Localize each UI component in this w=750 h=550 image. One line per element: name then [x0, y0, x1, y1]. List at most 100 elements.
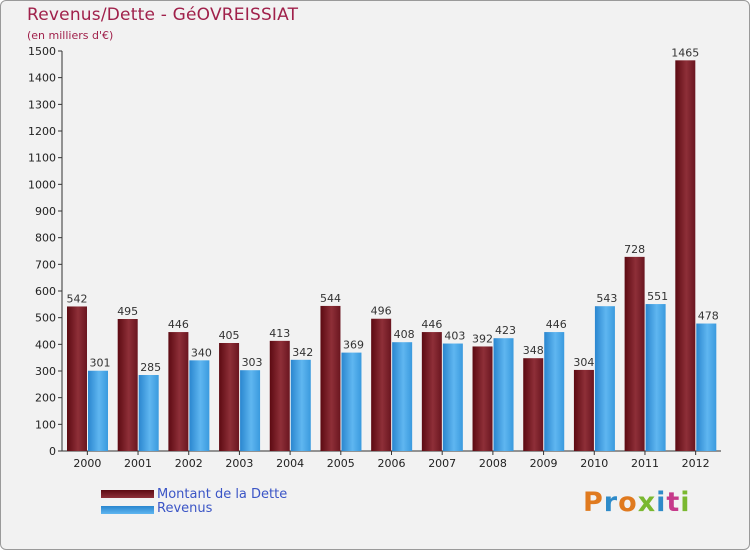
x-tick-label-2003: 2003 — [225, 457, 253, 470]
data-label-revenue-2009: 446 — [546, 318, 567, 331]
legend-swatch-revenue — [101, 506, 154, 514]
x-tick-label-2000: 2000 — [73, 457, 101, 470]
bar-debt-2008 — [472, 346, 493, 451]
bar-debt-2006 — [371, 318, 392, 451]
y-tick-label: 1100 — [28, 152, 56, 165]
bar-debt-2011 — [624, 256, 645, 451]
bars-group — [67, 60, 717, 451]
bar-revenue-2007 — [442, 343, 463, 451]
data-label-revenue-2007: 403 — [444, 330, 465, 343]
data-label-debt-2006: 496 — [371, 305, 392, 318]
x-tick-label-2001: 2001 — [124, 457, 152, 470]
y-tick-label: 300 — [35, 365, 56, 378]
x-tick-label-2012: 2012 — [682, 457, 710, 470]
data-label-revenue-2012: 478 — [698, 310, 719, 323]
y-tick-label: 1000 — [28, 178, 56, 191]
bar-debt-2004 — [269, 340, 290, 451]
y-tick-label: 100 — [35, 418, 56, 431]
bar-revenue-2005 — [341, 352, 362, 451]
x-tick-label-2007: 2007 — [428, 457, 456, 470]
y-tick-label: 0 — [49, 445, 56, 458]
brand-letter: x — [637, 487, 657, 518]
data-label-debt-2002: 446 — [168, 318, 189, 331]
data-label-revenue-2008: 423 — [495, 324, 516, 337]
data-label-debt-2007: 446 — [421, 318, 442, 331]
x-axis: 2000 2001 2002 2003 2004 2005 2006 2007 2008 2009… — [62, 450, 721, 470]
bar-revenue-2009 — [544, 332, 565, 451]
bar-revenue-2010 — [594, 306, 615, 451]
chart-title: Revenus/Dette - GéOVREISSIAT — [27, 5, 299, 25]
bar-debt-2010 — [573, 369, 594, 451]
y-tick-label: 400 — [35, 338, 56, 351]
legend-label-revenue: Revenus — [157, 501, 213, 516]
data-label-debt-2000: 542 — [67, 292, 88, 305]
bar-debt-2000 — [67, 306, 87, 451]
data-label-debt-2004: 413 — [269, 327, 290, 340]
y-tick-label: 1300 — [28, 98, 56, 111]
brand-letter: i — [656, 487, 667, 518]
bar-revenue-2004 — [290, 359, 311, 451]
y-tick-label: 600 — [35, 285, 56, 298]
brand-letter: r — [603, 487, 619, 518]
bar-debt-2012 — [675, 60, 696, 451]
data-label-debt-2011: 728 — [624, 243, 645, 256]
chart-subtitle: (en milliers d'€) — [27, 29, 114, 42]
bar-debt-2009 — [523, 358, 544, 451]
bar-revenue-2008 — [493, 338, 514, 451]
data-label-debt-2012: 1465 — [671, 46, 699, 59]
x-tick-label-2008: 2008 — [479, 457, 507, 470]
bar-debt-2002 — [168, 332, 189, 451]
data-label-revenue-2006: 408 — [394, 328, 415, 341]
y-tick-label: 200 — [35, 392, 56, 405]
y-tick-label: 1500 — [28, 45, 56, 58]
y-tick-label: 900 — [35, 205, 56, 218]
bar-debt-2007 — [421, 332, 442, 451]
data-label-debt-2001: 495 — [117, 305, 138, 318]
bar-revenue-2012 — [696, 323, 717, 451]
data-label-debt-2003: 405 — [219, 329, 240, 342]
x-tick-label-2006: 2006 — [378, 457, 406, 470]
x-tick-label-2009: 2009 — [530, 457, 558, 470]
bar-revenue-2006 — [392, 342, 413, 451]
brand-letter: P — [583, 487, 604, 518]
bar-revenue-2003 — [240, 370, 261, 451]
bar-revenue-2002 — [189, 360, 210, 451]
data-label-debt-2008: 392 — [472, 332, 493, 345]
y-tick-label: 800 — [35, 232, 56, 245]
bar-debt-2001 — [117, 319, 138, 451]
brand-letter: o — [618, 487, 638, 518]
data-label-debt-2005: 544 — [320, 292, 341, 305]
data-label-revenue-2005: 369 — [343, 339, 364, 352]
data-label-revenue-2003: 303 — [242, 356, 263, 369]
bar-debt-2003 — [219, 343, 240, 451]
y-tick-label: 700 — [35, 258, 56, 271]
data-label-revenue-2001: 285 — [140, 361, 161, 374]
data-label-revenue-2000: 301 — [90, 357, 111, 370]
brand-letter: t — [666, 487, 681, 518]
y-axis: 0 100 200 300 400 500 600 700 800 900 1000 1100 1200… — [28, 45, 63, 458]
data-label-revenue-2002: 340 — [191, 346, 212, 359]
legend-swatch-debt — [101, 490, 154, 498]
brand-letter: i — [680, 487, 691, 518]
y-tick-label: 1200 — [28, 125, 56, 138]
data-labels-group: 5423014952854463404053034133425443694964… — [67, 46, 719, 374]
y-tick-label: 500 — [35, 312, 56, 325]
x-tick-label-2002: 2002 — [175, 457, 203, 470]
y-tick-label: 1400 — [28, 72, 56, 85]
x-tick-label-2004: 2004 — [276, 457, 304, 470]
bar-revenue-2000 — [88, 370, 108, 451]
x-tick-label-2010: 2010 — [580, 457, 608, 470]
x-tick-label-2011: 2011 — [631, 457, 659, 470]
data-label-revenue-2004: 342 — [292, 346, 313, 359]
bar-debt-2005 — [320, 305, 341, 451]
brand-logo: Proxiti — [583, 487, 691, 518]
bar-revenue-2011 — [645, 304, 666, 451]
legend-label-debt: Montant de la Dette — [157, 487, 288, 502]
data-label-debt-2010: 304 — [573, 356, 594, 369]
data-label-revenue-2010: 543 — [596, 292, 617, 305]
x-tick-label-2005: 2005 — [327, 457, 355, 470]
data-label-debt-2009: 348 — [523, 344, 544, 357]
bar-revenue-2001 — [138, 375, 159, 451]
